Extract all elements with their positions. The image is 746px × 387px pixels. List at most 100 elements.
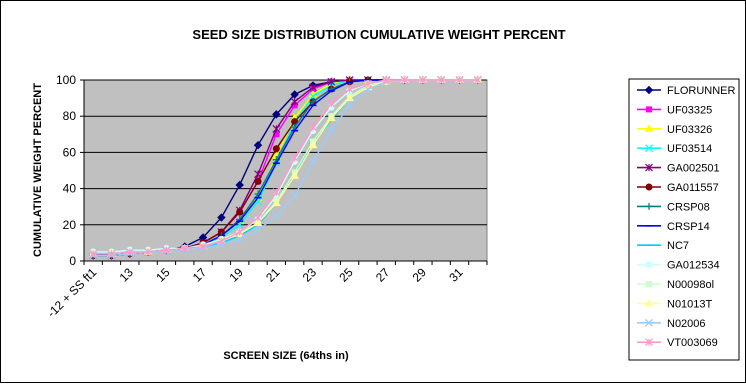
- series-line: [93, 79, 478, 255]
- data-point: [290, 90, 299, 99]
- x-tick-label: 29: [410, 265, 430, 285]
- data-point: [144, 248, 153, 256]
- data-point: [309, 83, 317, 92]
- legend-marker: [645, 318, 653, 327]
- series-vt003069: [89, 76, 482, 258]
- data-point: [437, 76, 446, 84]
- data-point: [272, 110, 281, 119]
- data-point: [309, 92, 317, 101]
- y-tick-label: 0: [69, 254, 76, 268]
- legend-label: VT003069: [667, 337, 718, 349]
- legend-label: FLORUNNER: [667, 85, 736, 97]
- legend-item: GA011557: [637, 182, 719, 194]
- y-tick-label: 20: [63, 218, 77, 232]
- legend-label: CRSP14: [667, 221, 710, 233]
- legend-marker: [644, 298, 654, 307]
- data-point: [290, 171, 300, 179]
- legend-label: UF03325: [667, 104, 712, 116]
- legend-item: UF03514: [637, 143, 712, 155]
- legend-marker: [645, 163, 653, 172]
- data-point: [455, 76, 464, 84]
- legend-marker: [645, 183, 653, 191]
- data-point: [272, 145, 280, 153]
- series-group: [88, 75, 483, 260]
- data-point: [418, 76, 427, 84]
- data-point: [107, 249, 116, 258]
- data-point: [327, 99, 336, 108]
- legend-marker: [646, 106, 652, 113]
- data-point: [272, 124, 281, 133]
- legend-label: UF03326: [667, 124, 712, 136]
- legend: FLORUNNER UF03325 UF03326 UF03514 GA002501 GA…: [637, 85, 736, 349]
- x-axis-label: SCREEN SIZE (64ths in): [223, 350, 349, 362]
- y-axis-label: CUMULATIVE WEIGHT PERCENT: [32, 83, 44, 257]
- legend-marker: [645, 144, 653, 153]
- data-point: [272, 211, 281, 220]
- legend-label: N01013T: [667, 298, 713, 310]
- data-point: [271, 198, 281, 207]
- y-tick-label: 40: [63, 182, 77, 196]
- legend-item: GA012534: [637, 260, 720, 272]
- data-point: [235, 180, 244, 190]
- legend-label: N02006: [667, 318, 706, 330]
- data-point: [89, 249, 98, 258]
- legend-label: GA012534: [667, 260, 720, 272]
- data-point: [235, 235, 244, 244]
- data-point: [180, 244, 189, 253]
- legend-label: UF03514: [667, 143, 712, 155]
- data-point: [364, 79, 372, 88]
- data-point: [254, 177, 262, 185]
- x-tick-label: 27: [373, 265, 393, 285]
- legend-item: CRSP08: [637, 201, 710, 213]
- gridlines: [84, 79, 487, 226]
- legend-marker: [644, 85, 654, 95]
- data-point: [290, 153, 299, 162]
- data-point: [345, 85, 354, 93]
- legend-item: NC7: [637, 240, 689, 252]
- x-tick-label: 19: [226, 265, 246, 285]
- plot-area: [83, 79, 488, 262]
- legend-item: N01013T: [637, 298, 713, 310]
- chart-title: SEED SIZE DISTRIBUTION CUMULATIVE WEIGHT…: [192, 27, 565, 42]
- legend-item: UF03325: [637, 104, 712, 116]
- legend-item: VT003069: [637, 337, 718, 349]
- legend-marker: [645, 338, 653, 347]
- data-point: [217, 237, 226, 246]
- data-point: [326, 113, 336, 122]
- legend-label: NC7: [667, 240, 689, 252]
- x-tick-label: 15: [153, 265, 173, 285]
- x-tick-label: 31: [446, 265, 466, 285]
- data-point: [327, 77, 336, 86]
- x-axis-ticks: -12 + SS ft1 13 15 17 19 21 23 25 27 29 31: [44, 261, 488, 320]
- legend-item: FLORUNNER: [637, 85, 736, 97]
- legend-item: CRSP14: [637, 221, 710, 233]
- legend-label: CRSP08: [667, 201, 710, 213]
- legend-label: N00098ol: [667, 279, 714, 291]
- data-point: [327, 126, 336, 135]
- legend-item: GA002501: [637, 163, 720, 175]
- legend-marker: [644, 124, 654, 132]
- data-point: [309, 98, 317, 106]
- legend-item: UF03326: [637, 124, 712, 136]
- y-tick-label: 80: [63, 109, 77, 123]
- data-point: [473, 76, 482, 84]
- data-point: [400, 76, 409, 84]
- legend-label: GA002501: [667, 163, 720, 175]
- x-tick-label: 13: [117, 265, 137, 285]
- data-point: [253, 140, 263, 150]
- x-tick-label: 17: [190, 265, 210, 285]
- y-tick-label: 100: [56, 73, 76, 87]
- data-point: [345, 93, 354, 102]
- legend-item: N00098ol: [637, 279, 714, 291]
- data-point: [254, 226, 262, 235]
- x-tick-label: 21: [263, 265, 283, 285]
- data-point: [290, 191, 299, 200]
- data-point: [254, 197, 262, 206]
- data-point: [290, 97, 299, 106]
- x-tick-label: -12 + SS ft1: [44, 265, 99, 320]
- legend-box: [628, 78, 740, 361]
- data-point: [199, 242, 207, 251]
- legend-marker: [645, 261, 653, 269]
